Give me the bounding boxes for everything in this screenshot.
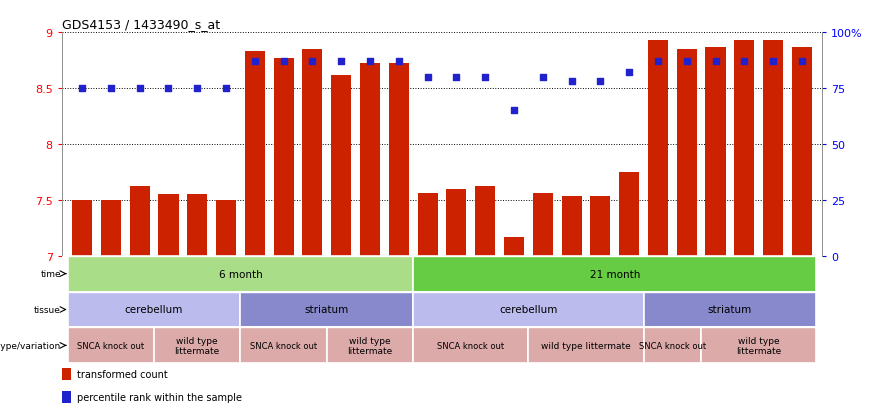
Bar xyxy=(763,41,783,256)
Bar xyxy=(529,328,644,363)
Point xyxy=(363,59,377,65)
Bar xyxy=(216,200,236,256)
Point xyxy=(219,85,233,92)
Text: SNCA knock out: SNCA knock out xyxy=(438,341,505,350)
Bar xyxy=(72,200,92,256)
Text: striatum: striatum xyxy=(305,305,349,315)
Point xyxy=(162,85,176,92)
Text: time: time xyxy=(41,269,61,278)
Point xyxy=(133,85,147,92)
Bar xyxy=(360,64,380,256)
Bar xyxy=(154,328,240,363)
Bar xyxy=(561,197,582,256)
Text: SNCA knock out: SNCA knock out xyxy=(250,341,317,350)
Point xyxy=(392,59,406,65)
Bar xyxy=(644,328,701,363)
Point xyxy=(651,59,665,65)
Point xyxy=(334,59,348,65)
Text: 6 month: 6 month xyxy=(218,269,263,279)
Bar xyxy=(240,292,413,328)
Bar xyxy=(187,195,208,256)
Point xyxy=(305,59,319,65)
Point xyxy=(565,79,579,85)
Point xyxy=(449,74,463,81)
Point xyxy=(277,59,291,65)
Bar xyxy=(240,328,327,363)
Point xyxy=(248,59,262,65)
Bar xyxy=(648,41,668,256)
Text: tissue: tissue xyxy=(34,305,61,314)
Point xyxy=(593,79,607,85)
Bar xyxy=(327,328,413,363)
Text: percentile rank within the sample: percentile rank within the sample xyxy=(77,392,242,402)
Point xyxy=(421,74,435,81)
Text: GDS4153 / 1433490_s_at: GDS4153 / 1433490_s_at xyxy=(62,17,220,31)
Bar xyxy=(413,292,644,328)
Text: wild type
littermate: wild type littermate xyxy=(347,336,392,355)
Bar xyxy=(504,237,524,256)
Bar xyxy=(130,187,149,256)
Bar xyxy=(389,64,409,256)
Bar xyxy=(701,328,816,363)
Bar xyxy=(68,256,413,292)
Bar xyxy=(735,41,754,256)
Bar xyxy=(676,50,697,256)
Point xyxy=(795,59,809,65)
Bar xyxy=(273,59,293,256)
Bar xyxy=(302,50,323,256)
Point xyxy=(622,70,636,76)
Point xyxy=(507,108,521,114)
Bar xyxy=(792,47,812,256)
Text: wild type
littermate: wild type littermate xyxy=(736,336,781,355)
Bar xyxy=(62,368,72,380)
Point xyxy=(680,59,694,65)
Text: striatum: striatum xyxy=(708,305,752,315)
Bar xyxy=(446,189,467,256)
Text: wild type littermate: wild type littermate xyxy=(541,341,631,350)
Bar xyxy=(158,195,179,256)
Text: SNCA knock out: SNCA knock out xyxy=(77,341,144,350)
Text: SNCA knock out: SNCA knock out xyxy=(639,341,706,350)
Text: wild type
littermate: wild type littermate xyxy=(175,336,220,355)
Point xyxy=(103,85,118,92)
Bar xyxy=(332,76,351,256)
Bar xyxy=(413,328,529,363)
Point xyxy=(190,85,204,92)
Point xyxy=(766,59,781,65)
Point xyxy=(737,59,751,65)
Point xyxy=(536,74,550,81)
Point xyxy=(75,85,89,92)
Point xyxy=(708,59,722,65)
Bar xyxy=(591,197,611,256)
Bar xyxy=(245,52,265,256)
Bar xyxy=(413,256,816,292)
Bar xyxy=(68,328,154,363)
Text: cerebellum: cerebellum xyxy=(499,305,558,315)
Bar xyxy=(533,194,552,256)
Bar xyxy=(644,292,816,328)
Text: genotype/variation: genotype/variation xyxy=(0,341,61,350)
Bar xyxy=(68,292,240,328)
Bar xyxy=(101,200,121,256)
Bar xyxy=(619,173,639,256)
Bar xyxy=(475,187,495,256)
Bar xyxy=(417,194,438,256)
Text: transformed count: transformed count xyxy=(77,369,168,379)
Point xyxy=(478,74,492,81)
Bar xyxy=(705,47,726,256)
Text: cerebellum: cerebellum xyxy=(125,305,183,315)
Bar xyxy=(62,391,72,403)
Text: 21 month: 21 month xyxy=(590,269,640,279)
